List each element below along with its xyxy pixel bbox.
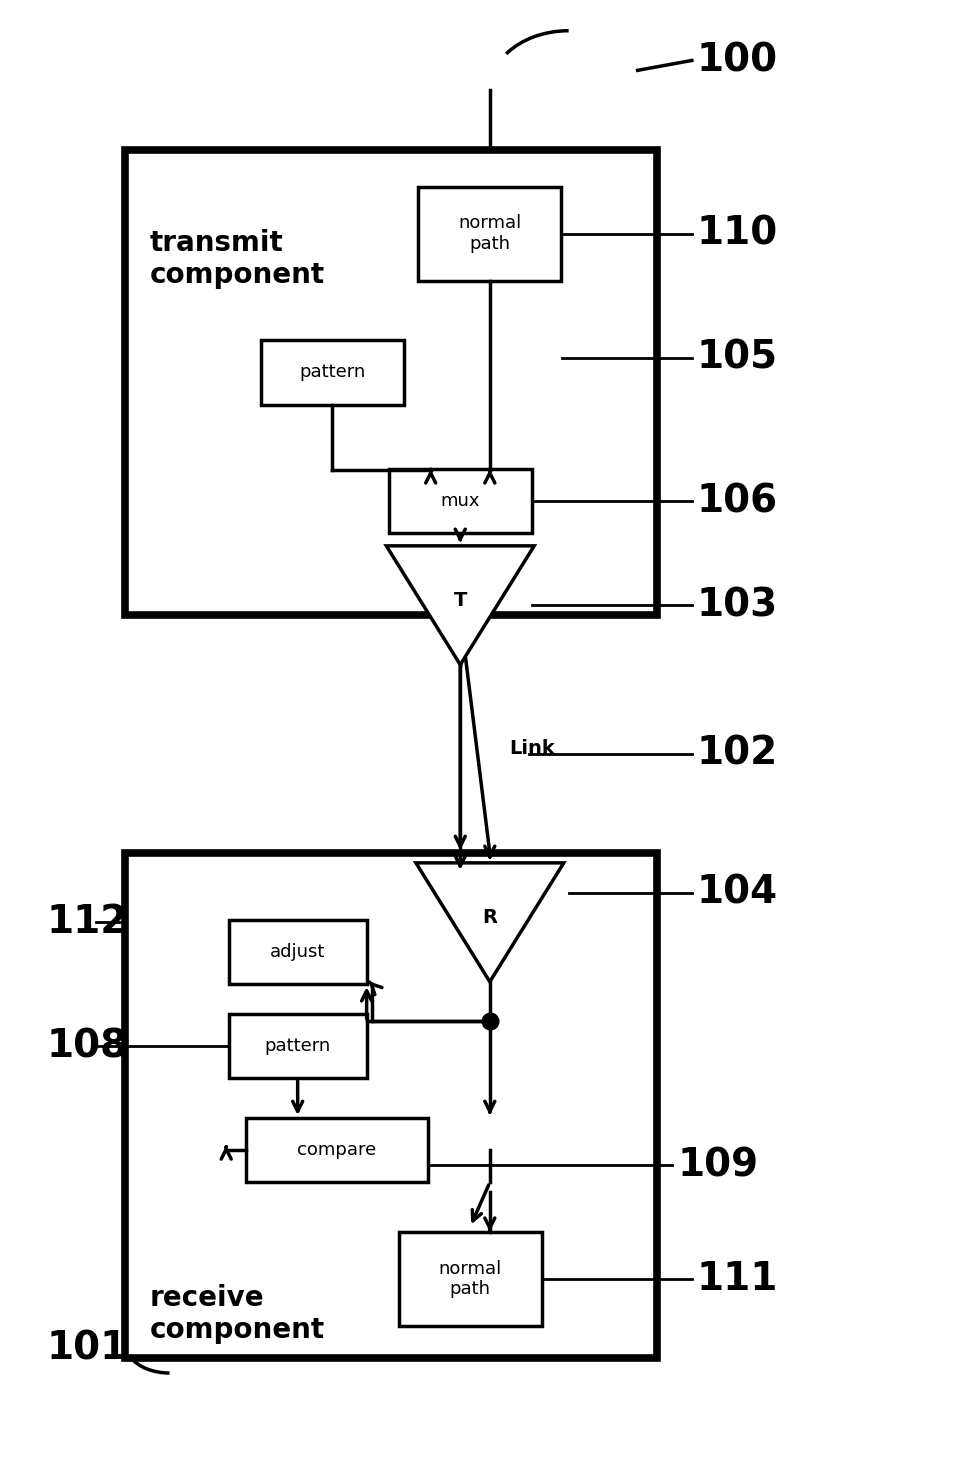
Bar	[246, 1117, 428, 1183]
Text: receive
component: receive component	[150, 1284, 325, 1345]
Text: 108: 108	[46, 1027, 127, 1066]
Text: transmit
component: transmit component	[150, 229, 325, 289]
Text: adjust: adjust	[270, 942, 325, 962]
Text: 110: 110	[697, 215, 778, 252]
Bar	[228, 1014, 367, 1079]
Bar	[399, 1232, 541, 1327]
Text: normal
path: normal path	[458, 214, 521, 254]
Text: R: R	[483, 908, 497, 928]
Text: 104: 104	[697, 874, 778, 911]
Text: pattern: pattern	[265, 1037, 331, 1055]
Polygon shape	[386, 546, 534, 665]
Text: 103: 103	[697, 586, 778, 625]
Text: 112: 112	[46, 904, 128, 941]
Text: T: T	[453, 591, 467, 610]
Text: mux: mux	[441, 493, 480, 510]
Bar	[261, 340, 403, 405]
Bar	[125, 853, 658, 1358]
Text: normal
path: normal path	[439, 1260, 502, 1298]
Bar	[228, 920, 367, 984]
Text: 102: 102	[697, 735, 778, 773]
Text: Link: Link	[510, 739, 555, 758]
Text: compare: compare	[297, 1141, 377, 1159]
Bar	[389, 469, 532, 533]
Bar	[125, 150, 658, 616]
Text: 111: 111	[697, 1260, 778, 1298]
Text: 100: 100	[697, 42, 778, 80]
Text: pattern: pattern	[299, 364, 365, 381]
Polygon shape	[416, 862, 564, 982]
Text: 109: 109	[677, 1146, 758, 1184]
Bar	[419, 187, 561, 280]
Text: 101: 101	[46, 1330, 127, 1367]
Text: 106: 106	[697, 482, 778, 521]
Text: 105: 105	[697, 338, 778, 377]
